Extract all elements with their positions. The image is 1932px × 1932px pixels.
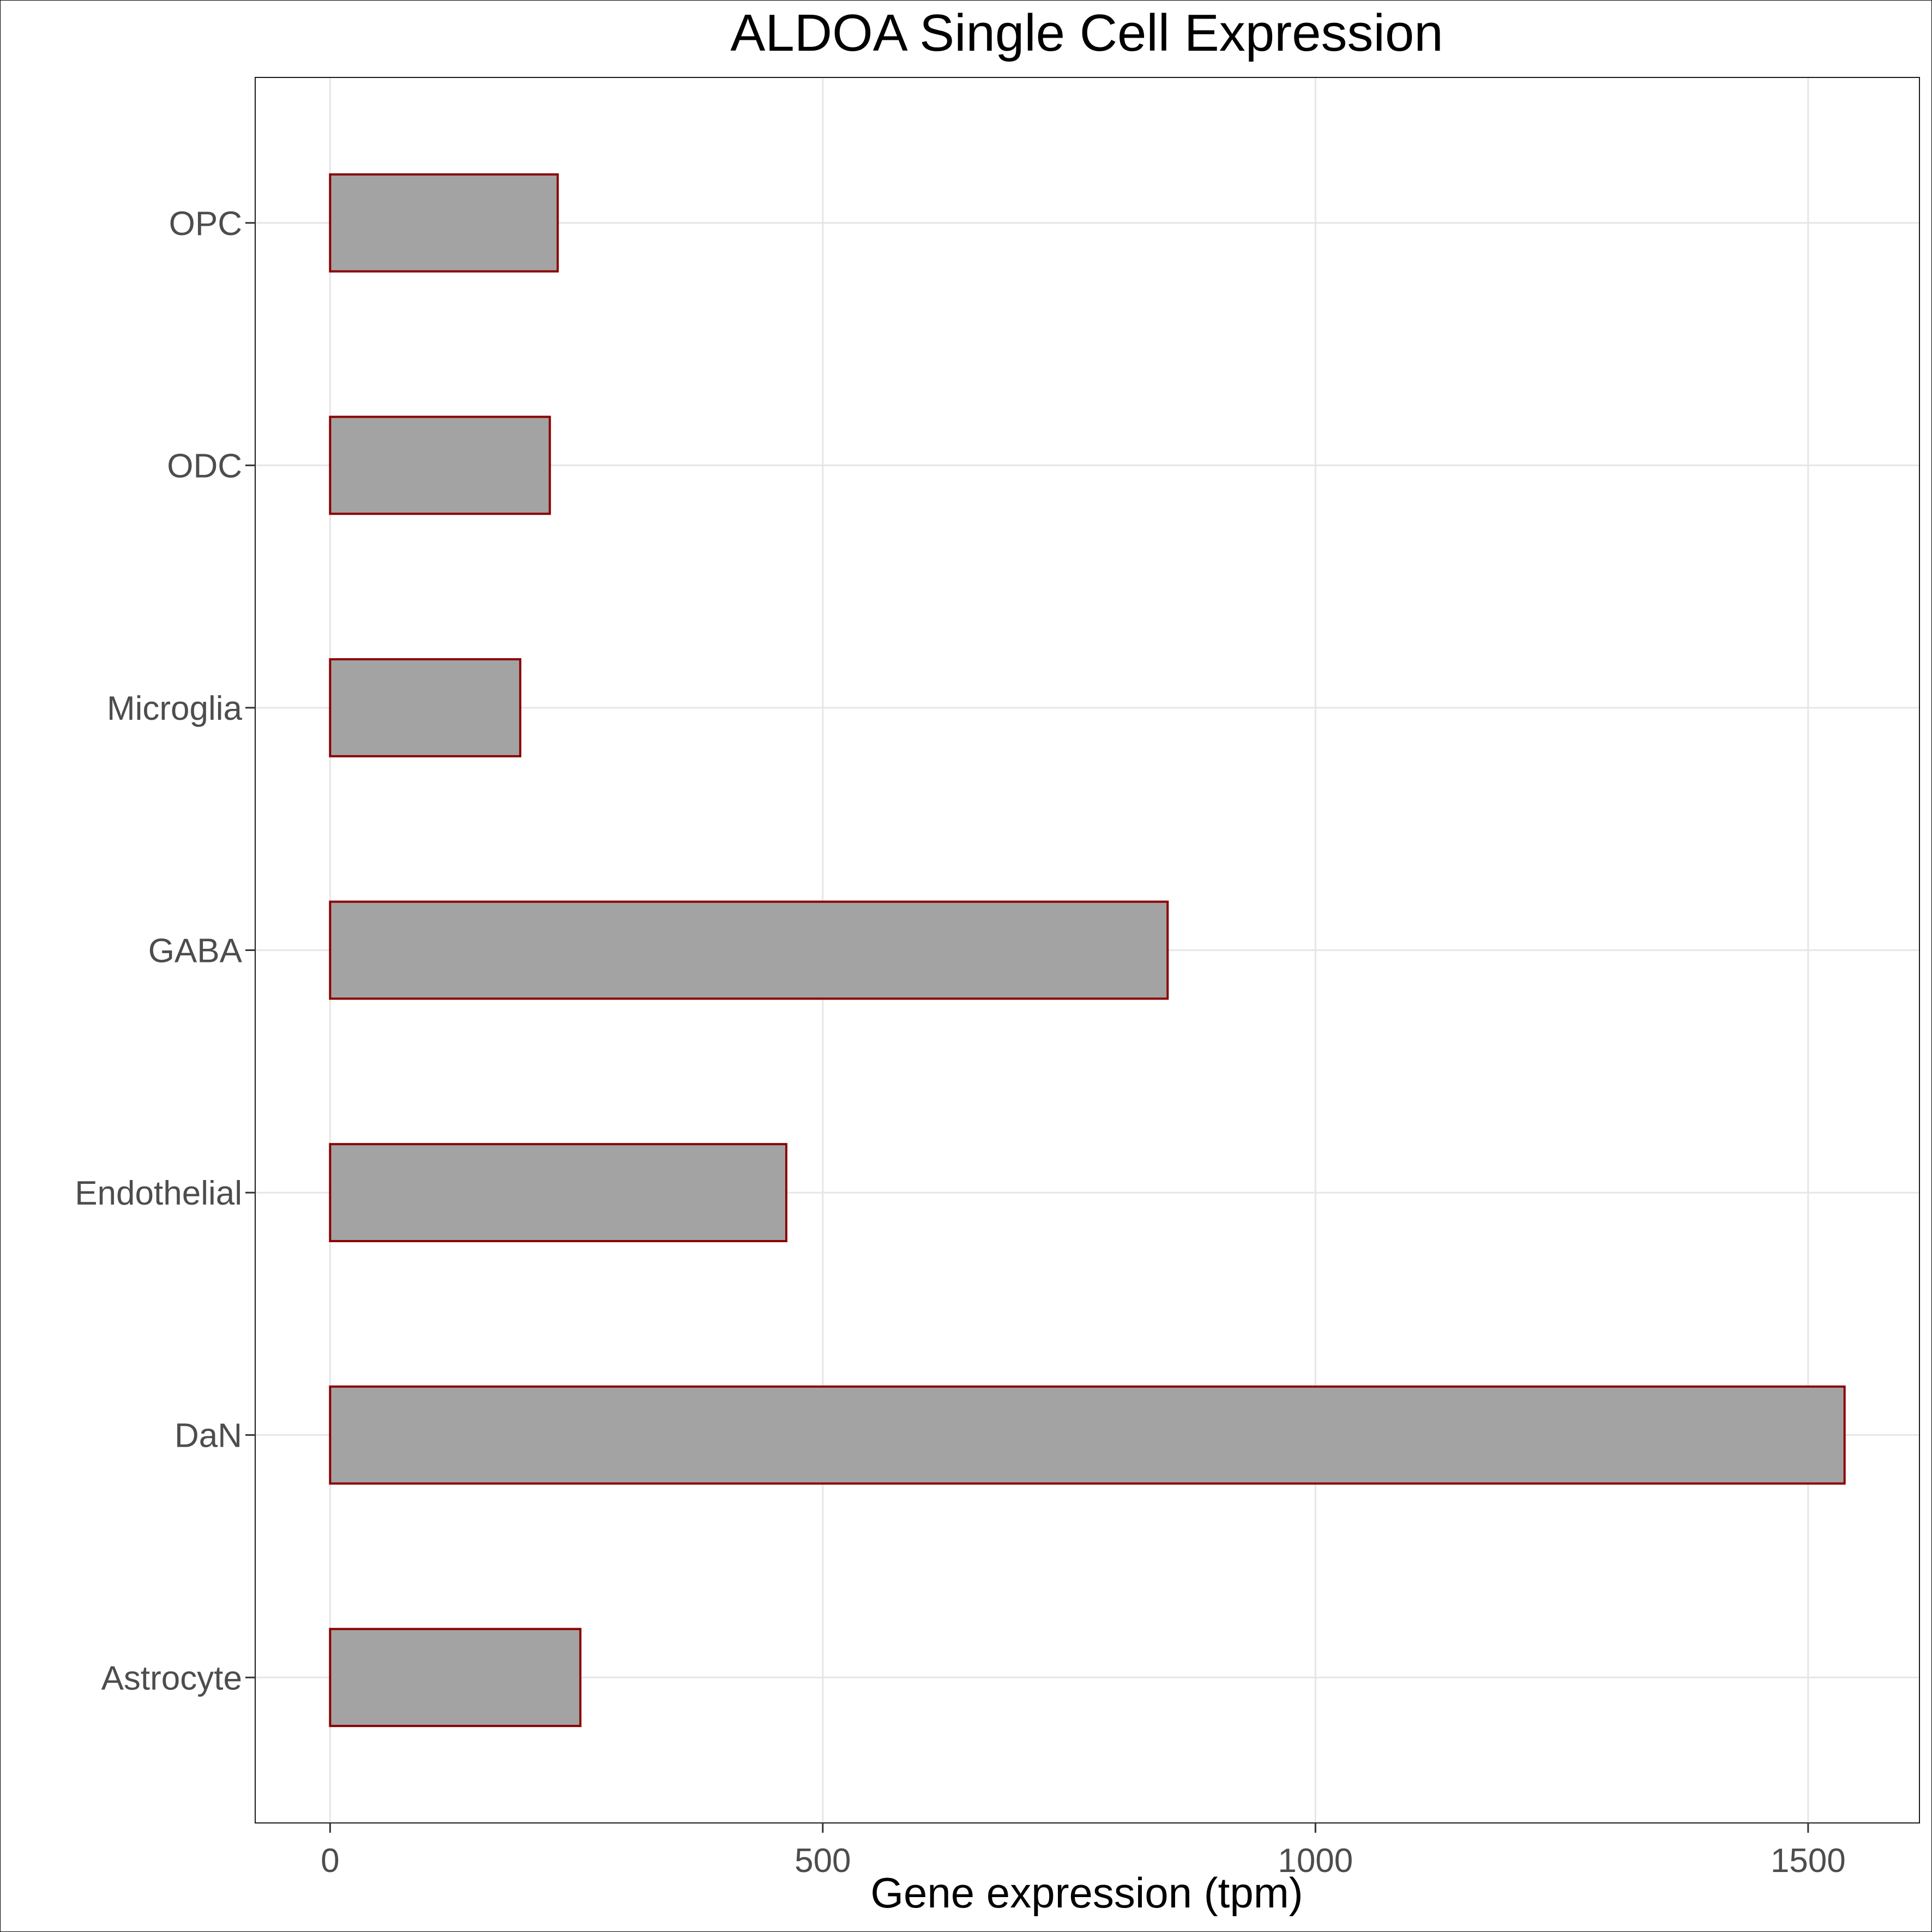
bar-odc [329, 416, 551, 515]
axis-ticks: Astrocyte DaN Endothelial GABA Microglia ODC O… [75, 205, 1846, 1880]
y-tick-label: ODC [167, 447, 242, 485]
bar-dan [329, 1385, 1846, 1485]
bar-gaba [329, 900, 1169, 1000]
y-tick-label: Microglia [107, 690, 243, 727]
bar-endothelial [329, 1143, 787, 1243]
y-tick-label: Endothelial [75, 1175, 242, 1212]
y-tick-label: OPC [169, 205, 242, 243]
bar-astrocyte [329, 1628, 582, 1728]
x-tick-label: 0 [321, 1842, 339, 1880]
x-tick-label: 500 [795, 1842, 851, 1880]
x-axis-title: Gene expression (tpm) [870, 1869, 1303, 1917]
y-tick-label: GABA [148, 932, 243, 970]
bars [329, 173, 1846, 1728]
y-tick-label: Astrocyte [101, 1659, 242, 1697]
y-tick-label: DaN [174, 1417, 242, 1455]
x-tick-label: 1500 [1771, 1842, 1846, 1880]
bar-opc [329, 173, 559, 273]
x-tick-label: 1000 [1278, 1842, 1353, 1880]
chart-title: ALDOA Single Cell Expression [730, 4, 1443, 62]
bar-microglia [329, 658, 522, 757]
